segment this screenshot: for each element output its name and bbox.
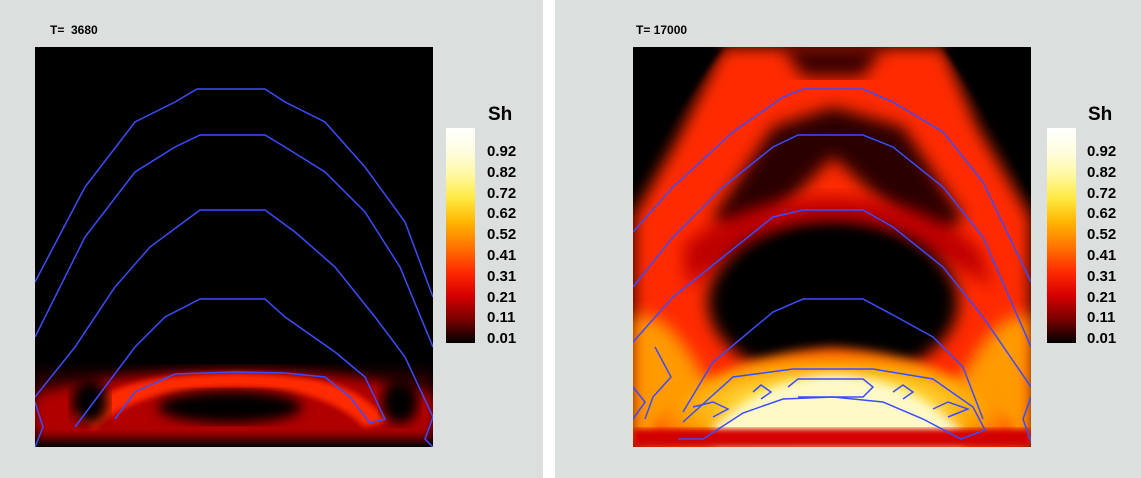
field-layer bbox=[35, 365, 433, 439]
colorbar-tick: 0.52 bbox=[487, 226, 517, 244]
contour-line bbox=[74, 298, 387, 428]
colorbar-title: Sh bbox=[488, 104, 513, 125]
contour-line bbox=[682, 298, 984, 420]
colorbar bbox=[446, 128, 475, 343]
colorbar-tick: 0.72 bbox=[487, 184, 517, 202]
colorbar-tick: 0.11 bbox=[1087, 309, 1116, 327]
contour-layer bbox=[633, 88, 1031, 443]
colorbar-tick: 0.92 bbox=[1087, 143, 1117, 160]
contour-line bbox=[787, 378, 875, 398]
time-label: T= 17000 bbox=[636, 23, 688, 37]
colorbar-tick: 0.01 bbox=[487, 330, 517, 348]
panel-t3680: T= 3680 bbox=[0, 0, 543, 478]
colorbar-title: Sh bbox=[1088, 104, 1113, 125]
contour-line bbox=[892, 384, 915, 400]
contour-line bbox=[633, 209, 1031, 388]
time-label: T= 3680 bbox=[50, 23, 98, 37]
colorbar-tick: 0.31 bbox=[1087, 267, 1117, 285]
heatmap-svg bbox=[633, 47, 1031, 447]
colorbar-tick: 0.41 bbox=[487, 246, 517, 264]
heatmap-plot bbox=[633, 47, 1031, 447]
contour-line bbox=[35, 88, 433, 298]
contour-line bbox=[752, 384, 773, 400]
contour-line bbox=[692, 401, 730, 418]
colorbar-tick: 0.82 bbox=[1087, 163, 1117, 181]
contour-line bbox=[35, 209, 433, 418]
contour-line bbox=[678, 368, 987, 440]
heatmap-plot bbox=[35, 47, 433, 447]
contour-layer bbox=[35, 88, 433, 447]
colorbar-tick: 0.21 bbox=[1087, 288, 1117, 306]
colorbar-tick: 0.31 bbox=[487, 267, 517, 285]
colorbar-ticks: 0.92 0.82 0.72 0.62 0.52 0.41 0.31 0.21 … bbox=[487, 142, 516, 350]
colorbar-tick: 0.41 bbox=[1087, 246, 1117, 264]
panel-t17000: T= 17000 bbox=[555, 0, 1141, 478]
contour-line bbox=[424, 416, 433, 447]
contour-line bbox=[644, 346, 672, 420]
colorbar-tick: 0.52 bbox=[1087, 226, 1117, 244]
contour-line bbox=[35, 401, 44, 447]
colorbar-tick: 0.62 bbox=[1087, 205, 1117, 223]
contour-line bbox=[633, 386, 646, 420]
colorbar-tick: 0.11 bbox=[487, 309, 516, 327]
colorbar-tick: 0.72 bbox=[1087, 184, 1117, 202]
contour-line bbox=[633, 134, 1031, 348]
contour-line bbox=[35, 134, 433, 348]
colorbar-tick: 0.62 bbox=[487, 205, 517, 223]
colorbar-tick: 0.82 bbox=[487, 163, 517, 181]
colorbar-ticks: 0.92 0.82 0.72 0.62 0.52 0.41 0.31 0.21 … bbox=[1087, 142, 1116, 350]
contour-line bbox=[1022, 396, 1031, 443]
contour-line bbox=[633, 88, 1031, 283]
heatmap-svg bbox=[35, 47, 433, 447]
colorbar bbox=[1047, 128, 1076, 343]
colorbar-tick: 0.21 bbox=[487, 288, 517, 306]
field-layer bbox=[633, 47, 1031, 447]
contour-line bbox=[932, 401, 971, 418]
colorbar-tick: 0.01 bbox=[1087, 330, 1117, 348]
colorbar-tick: 0.92 bbox=[487, 143, 517, 160]
